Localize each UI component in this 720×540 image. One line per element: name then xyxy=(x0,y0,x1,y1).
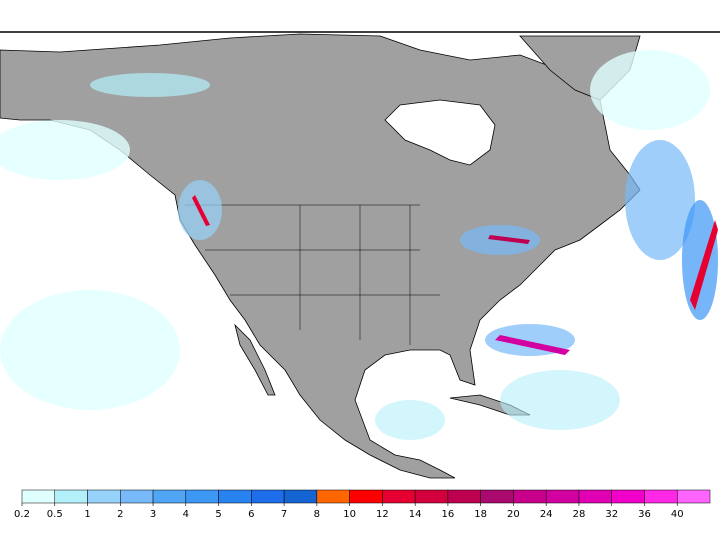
hudson-bay xyxy=(384,99,496,166)
colorbar-segment xyxy=(644,489,678,504)
colorbar-segment xyxy=(611,489,645,504)
colorbar-tick-label: 14 xyxy=(409,509,422,520)
colorbar-segment xyxy=(382,489,416,504)
colorbar-tick-label: 7 xyxy=(281,509,287,520)
colorbar-segment xyxy=(54,489,88,504)
colorbar-tick-label: 2 xyxy=(117,509,123,520)
colorbar-tick-label: 24 xyxy=(540,509,553,520)
colorbar-segment xyxy=(152,489,187,504)
colorbar-tick-label: 16 xyxy=(442,509,455,520)
colorbar-segment xyxy=(447,489,481,504)
colorbar-segment xyxy=(251,489,285,504)
colorbar-segment xyxy=(349,489,383,504)
colorbar-tick-label: 10 xyxy=(343,509,356,520)
colorbar-tick-label: 0.2 xyxy=(14,509,30,520)
colorbar-segment xyxy=(316,489,350,504)
colorbar-segment xyxy=(676,489,711,504)
colorbar-tick-label: 5 xyxy=(215,509,221,520)
colorbar-tick-label: 20 xyxy=(507,509,520,520)
colorbar-tick-label: 6 xyxy=(248,509,254,520)
colorbar-segment xyxy=(480,489,514,504)
colorbar-segment xyxy=(21,489,56,504)
colorbar-tick-label: 4 xyxy=(183,509,189,520)
colorbar-tick-label: 40 xyxy=(671,509,684,520)
colorbar-segment xyxy=(513,489,547,504)
colorbar-tick-label: 36 xyxy=(638,509,651,520)
colorbar-segment xyxy=(283,489,318,504)
precip-areas xyxy=(0,50,718,440)
colorbar-tick-label: 28 xyxy=(573,509,586,520)
colorbar-tick-label: 18 xyxy=(474,509,487,520)
colorbar: 0.2 0.5 1 2 3 4 5 6 7 8 10 12 14 16 18 20 24 28 32 36 40 xyxy=(14,489,711,520)
colorbar-tick-label: 3 xyxy=(150,509,156,520)
colorbar-segment xyxy=(120,489,154,504)
colorbar-segment xyxy=(578,489,612,504)
colorbar-tick-label: 1 xyxy=(84,509,90,520)
colorbar-segment xyxy=(414,489,449,504)
land-baja xyxy=(234,323,276,396)
colorbar-segment xyxy=(87,489,121,504)
colorbar-segment xyxy=(545,489,580,504)
map xyxy=(0,31,720,479)
colorbar-tick-label: 32 xyxy=(605,509,618,520)
state-borders xyxy=(185,204,440,345)
colorbar-segment xyxy=(218,489,252,504)
colorbar-tick-label: 12 xyxy=(376,509,389,520)
colorbar-segment xyxy=(185,489,219,504)
colorbar-tick-label: 0.5 xyxy=(47,509,63,520)
colorbar-tick-label: 8 xyxy=(314,509,320,520)
